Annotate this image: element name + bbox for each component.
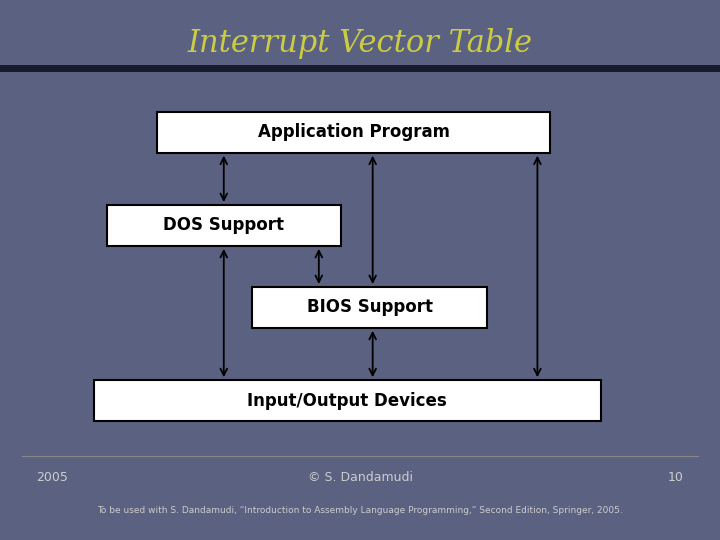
- Text: 10: 10: [668, 471, 684, 484]
- Text: Interrupt Vector Table: Interrupt Vector Table: [187, 28, 533, 59]
- Bar: [252, 287, 487, 328]
- Text: Input/Output Devices: Input/Output Devices: [248, 392, 447, 410]
- Text: To be used with S. Dandamudi, “Introduction to Assembly Language Programming,” S: To be used with S. Dandamudi, “Introduct…: [97, 506, 623, 515]
- Text: © S. Dandamudi: © S. Dandamudi: [307, 471, 413, 484]
- Bar: [94, 380, 600, 421]
- Bar: [157, 112, 550, 153]
- Text: BIOS Support: BIOS Support: [307, 299, 433, 316]
- Text: Application Program: Application Program: [258, 123, 450, 141]
- Bar: [107, 205, 341, 246]
- Text: DOS Support: DOS Support: [163, 217, 284, 234]
- Text: 2005: 2005: [36, 471, 68, 484]
